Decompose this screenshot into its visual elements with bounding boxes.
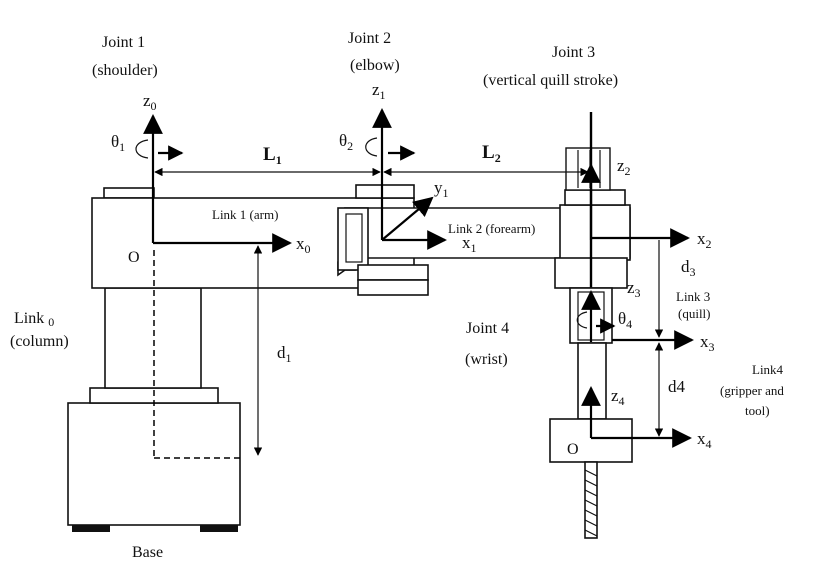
link0-sublabel: (column)	[10, 333, 69, 350]
origin-tool: O	[567, 441, 579, 458]
theta1-rotation	[135, 139, 184, 161]
forearm-end-upper	[564, 189, 626, 206]
y1-axis	[381, 196, 434, 241]
z1-label: z1	[372, 80, 386, 102]
y1-label: y1	[434, 178, 449, 200]
link4-sublabel-1: (gripper and	[720, 383, 784, 398]
forearm-clevis-inner	[345, 213, 363, 263]
joint4-subtitle: (wrist)	[465, 351, 508, 368]
theta2-rotation	[365, 137, 416, 161]
base-label: Base	[132, 544, 163, 561]
column	[104, 287, 202, 389]
L1-label: L1	[263, 144, 282, 167]
elbow-cap	[355, 184, 415, 199]
theta2-label: θ2	[339, 131, 353, 153]
joint3-subtitle: (vertical quill stroke)	[483, 72, 618, 89]
z4-label: z4	[611, 386, 625, 408]
joint3-title: Joint 3	[552, 44, 595, 61]
link0-label: Link 0	[14, 310, 54, 329]
d3-label: d3	[681, 257, 696, 279]
link2-label: Link 2 (forearm)	[448, 221, 535, 236]
link3-label: Link 3	[676, 289, 710, 304]
forearm-clevis-outer	[337, 207, 369, 271]
link4-sublabel-2: tool)	[745, 403, 770, 418]
base-foot-right	[200, 523, 238, 532]
z0-label: z0	[143, 91, 157, 113]
x1-label: x1	[462, 233, 477, 255]
x3-label: x3	[700, 332, 715, 354]
d1-label: d1	[277, 343, 292, 365]
x0-label: x0	[296, 234, 311, 256]
joint2-title: Joint 2	[348, 30, 391, 47]
forearm-under-plate	[357, 279, 429, 296]
d4-label: d4	[668, 377, 686, 396]
joint4-title: Joint 4	[466, 320, 509, 337]
tool-bit-thread	[584, 469, 598, 537]
joint1-title: Joint 1	[102, 34, 145, 51]
z2-label: z2	[617, 156, 631, 178]
origin-base: O	[128, 249, 140, 266]
shoulder-cap	[103, 187, 155, 199]
link3-sublabel: (quill)	[678, 306, 711, 321]
x4-label: x4	[697, 429, 712, 451]
x2-label: x2	[697, 229, 712, 251]
theta4-label: θ4	[618, 309, 632, 331]
link4-label: Link4	[752, 362, 784, 377]
joint1-subtitle: (shoulder)	[92, 62, 158, 79]
joint2-subtitle: (elbow)	[350, 57, 400, 74]
link2-forearm	[337, 184, 631, 296]
base-foot-left	[72, 523, 110, 532]
link1-label: Link 1 (arm)	[212, 207, 278, 222]
theta1-label: θ1	[111, 132, 125, 154]
theta4-rotation	[576, 311, 616, 334]
L2-label: L2	[482, 142, 501, 165]
z3-label: z3	[627, 278, 641, 300]
forearm-end-block	[559, 204, 631, 261]
elbow-lower-plate	[357, 264, 429, 281]
quill-top-cap	[565, 147, 611, 191]
